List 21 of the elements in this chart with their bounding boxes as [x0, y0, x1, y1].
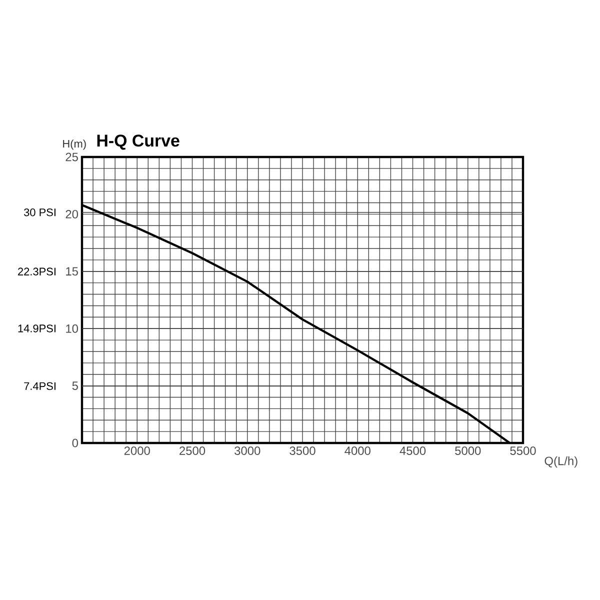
y-tick-label: 15 — [66, 267, 78, 276]
y-tick-label: 0 — [72, 438, 78, 448]
y2-tick-label: 30 PSI — [24, 208, 56, 216]
y-tick-label: 10 — [66, 324, 78, 333]
y-tick-label: 25 — [66, 152, 78, 162]
x-tick-label: 3500 — [290, 446, 316, 455]
x-axis-title: Q(L/h) — [544, 456, 578, 468]
x-tick-label: 2000 — [124, 446, 150, 455]
x-tick-label: 5500 — [510, 446, 536, 455]
x-tick-label: 3000 — [234, 446, 260, 455]
x-tick-label: 4000 — [344, 446, 370, 455]
y2-tick-label: 14.9PSI — [18, 324, 56, 332]
chart-title: H-Q Curve — [97, 134, 180, 150]
x-tick-label: 5000 — [455, 446, 481, 455]
y-axis-title: H(m) — [63, 140, 86, 150]
y2-tick-label: 7.4PSI — [24, 382, 56, 390]
y-tick-label: 5 — [72, 382, 78, 390]
x-tick-label: 4500 — [400, 446, 426, 455]
y-tick-label: 20 — [66, 210, 78, 218]
y2-tick-label: 22.3PSI — [18, 268, 56, 276]
x-tick-label: 2500 — [180, 446, 206, 455]
